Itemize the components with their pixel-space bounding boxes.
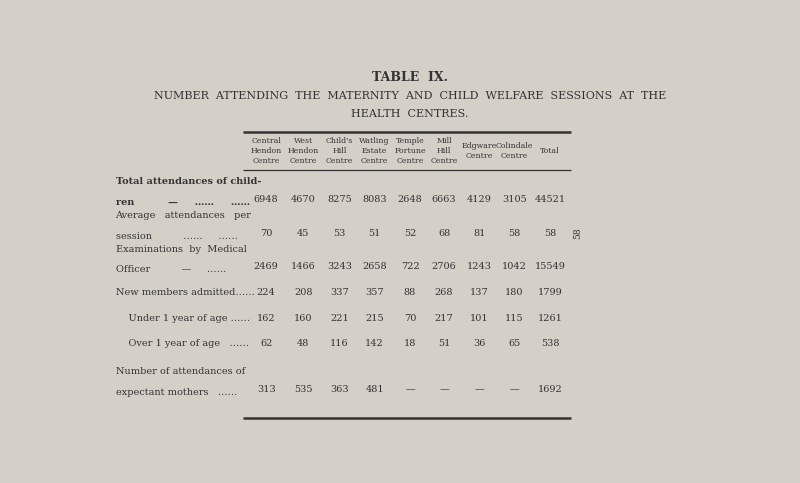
Text: 357: 357 xyxy=(366,288,384,297)
Text: 8275: 8275 xyxy=(327,195,352,204)
Text: 137: 137 xyxy=(470,288,489,297)
Text: 217: 217 xyxy=(434,314,454,323)
Text: 2658: 2658 xyxy=(362,262,387,271)
Text: —: — xyxy=(405,385,415,394)
Text: 6948: 6948 xyxy=(254,195,278,204)
Text: Edgware
Centre: Edgware Centre xyxy=(462,142,497,160)
Text: 62: 62 xyxy=(260,339,272,348)
Text: 268: 268 xyxy=(435,288,454,297)
Text: West
Hendon
Centre: West Hendon Centre xyxy=(288,137,319,165)
Text: New members admitted……: New members admitted…… xyxy=(115,288,254,297)
Text: 115: 115 xyxy=(505,314,523,323)
Text: 15549: 15549 xyxy=(534,262,566,271)
Text: 68: 68 xyxy=(438,229,450,238)
Text: 481: 481 xyxy=(366,385,384,394)
Text: 45: 45 xyxy=(297,229,310,238)
Text: 65: 65 xyxy=(508,339,520,348)
Text: 1799: 1799 xyxy=(538,288,562,297)
Text: —: — xyxy=(439,385,449,394)
Text: Central
Hendon
Centre: Central Hendon Centre xyxy=(250,137,282,165)
Text: 101: 101 xyxy=(470,314,489,323)
Text: 4670: 4670 xyxy=(291,195,316,204)
Text: 58: 58 xyxy=(508,229,520,238)
Text: Child's
Hill
Centre: Child's Hill Centre xyxy=(326,137,353,165)
Text: Officer          —     ……: Officer — …… xyxy=(115,266,226,274)
Text: 81: 81 xyxy=(474,229,486,238)
Text: 48: 48 xyxy=(297,339,310,348)
Text: 4129: 4129 xyxy=(467,195,492,204)
Text: 6663: 6663 xyxy=(432,195,457,204)
Text: 363: 363 xyxy=(330,385,349,394)
Text: 2469: 2469 xyxy=(254,262,278,271)
Text: 18: 18 xyxy=(404,339,416,348)
Text: Total: Total xyxy=(540,147,560,155)
Text: Under 1 year of age ……: Under 1 year of age …… xyxy=(115,314,250,323)
Text: 3243: 3243 xyxy=(327,262,352,271)
Text: Examinations  by  Medical: Examinations by Medical xyxy=(115,244,246,254)
Text: 180: 180 xyxy=(505,288,523,297)
Text: 535: 535 xyxy=(294,385,313,394)
Text: 1466: 1466 xyxy=(291,262,316,271)
Text: 51: 51 xyxy=(369,229,381,238)
Text: ren          —     ……     ……: ren — …… …… xyxy=(115,198,250,207)
Text: NUMBER  ATTENDING  THE  MATERNITY  AND  CHILD  WELFARE  SESSIONS  AT  THE: NUMBER ATTENDING THE MATERNITY AND CHILD… xyxy=(154,91,666,100)
Text: 36: 36 xyxy=(474,339,486,348)
Text: 58: 58 xyxy=(573,227,582,239)
Text: 2648: 2648 xyxy=(398,195,422,204)
Text: 70: 70 xyxy=(260,229,272,238)
Text: 221: 221 xyxy=(330,314,349,323)
Text: 722: 722 xyxy=(401,262,419,271)
Text: Average   attendances   per: Average attendances per xyxy=(115,211,251,220)
Text: 51: 51 xyxy=(438,339,450,348)
Text: Watling
Estate
Centre: Watling Estate Centre xyxy=(359,137,390,165)
Text: 1042: 1042 xyxy=(502,262,526,271)
Text: 8083: 8083 xyxy=(362,195,387,204)
Text: Number of attendances of: Number of attendances of xyxy=(115,368,245,376)
Text: 337: 337 xyxy=(330,288,349,297)
Text: 1261: 1261 xyxy=(538,314,562,323)
Text: session          ……     ……: session …… …… xyxy=(115,232,238,241)
Text: —: — xyxy=(510,385,519,394)
Text: —: — xyxy=(474,385,484,394)
Text: 142: 142 xyxy=(366,339,384,348)
Text: 160: 160 xyxy=(294,314,313,323)
Text: Mill
Hill
Centre: Mill Hill Centre xyxy=(430,137,458,165)
Text: 53: 53 xyxy=(333,229,346,238)
Text: 208: 208 xyxy=(294,288,313,297)
Text: 58: 58 xyxy=(544,229,556,238)
Text: 70: 70 xyxy=(404,314,416,323)
Text: Colindale
Centre: Colindale Centre xyxy=(495,142,533,160)
Text: 538: 538 xyxy=(541,339,559,348)
Text: 162: 162 xyxy=(257,314,275,323)
Text: expectant mothers   ……: expectant mothers …… xyxy=(115,388,237,397)
Text: 1243: 1243 xyxy=(467,262,492,271)
Text: 116: 116 xyxy=(330,339,349,348)
Text: HEALTH  CENTRES.: HEALTH CENTRES. xyxy=(351,109,469,119)
Text: 52: 52 xyxy=(404,229,416,238)
Text: 313: 313 xyxy=(257,385,275,394)
Text: 44521: 44521 xyxy=(534,195,566,204)
Text: TABLE  IX.: TABLE IX. xyxy=(372,71,448,84)
Text: 2706: 2706 xyxy=(432,262,457,271)
Text: 1692: 1692 xyxy=(538,385,562,394)
Text: 88: 88 xyxy=(404,288,416,297)
Text: 215: 215 xyxy=(366,314,384,323)
Text: 224: 224 xyxy=(257,288,275,297)
Text: 3105: 3105 xyxy=(502,195,526,204)
Text: Total attendances of child-: Total attendances of child- xyxy=(115,177,261,186)
Text: Over 1 year of age   ……: Over 1 year of age …… xyxy=(115,339,249,348)
Text: Temple
Fortune
Centre: Temple Fortune Centre xyxy=(394,137,426,165)
